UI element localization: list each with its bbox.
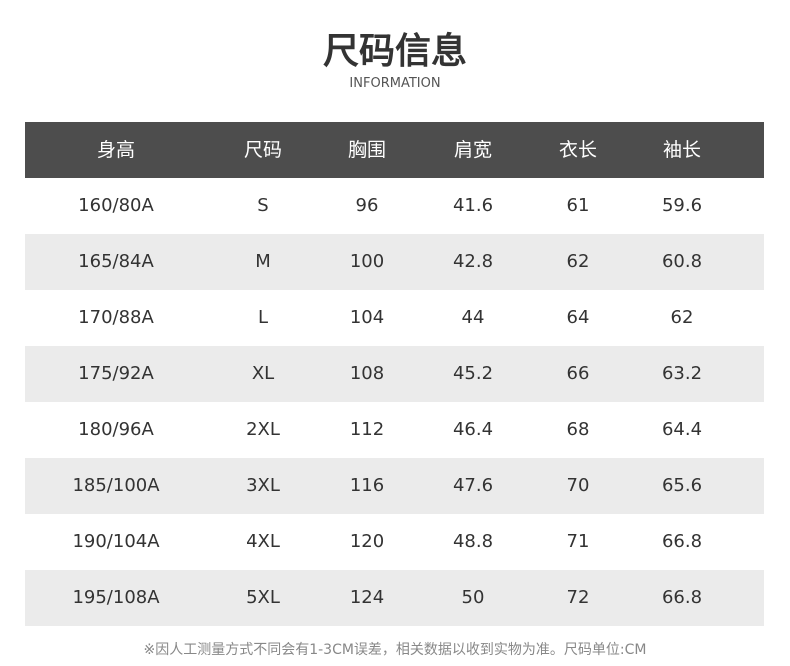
table-cell: 2XL (246, 419, 280, 440)
table-cell: 190/104A (72, 531, 160, 552)
table-cell: 3XL (246, 475, 280, 496)
table-cell: 62 (566, 251, 590, 272)
footer-note: ※因人工测量方式不同会有1-3CM误差，相关数据以收到实物为准。尺码单位:CM (143, 642, 647, 658)
table-cell: 5XL (246, 587, 280, 608)
table-cell: XL (251, 363, 275, 384)
table-cell: 63.2 (661, 363, 703, 384)
table-cell: 41.6 (452, 195, 494, 216)
table-cell: 46.4 (452, 419, 494, 440)
table-cell: 100 (349, 251, 385, 272)
table-cell: 160/80A (78, 195, 154, 216)
table-cell: 71 (566, 531, 590, 552)
column-header: 胸围 (347, 139, 386, 161)
table-header: 身高 尺码 胸围 肩宽 衣长 袖长 (25, 122, 764, 178)
table-cell: 48.8 (452, 531, 494, 552)
table-cell: 64 (566, 307, 590, 328)
table-cell: 70 (566, 475, 590, 496)
table-cell: 195/108A (72, 587, 160, 608)
table-cell: 180/96A (78, 419, 154, 440)
table-cell: 116 (349, 475, 385, 496)
table-cell: 61 (566, 195, 590, 216)
table-cell: 96 (355, 195, 379, 216)
table-row: 180/96A 2XL 112 46.4 68 64.4 (25, 402, 764, 458)
table-row: 185/100A 3XL 116 47.6 70 65.6 (25, 458, 764, 514)
subtitle: INFORMATION (349, 76, 441, 91)
table-cell: 4XL (246, 531, 280, 552)
table-row: 190/104A 4XL 120 48.8 71 66.8 (25, 514, 764, 570)
table-cell: 64.4 (661, 419, 703, 440)
table-row: 195/108A 5XL 124 50 72 66.8 (25, 570, 764, 626)
table-cell: L (257, 307, 269, 328)
table-cell: 42.8 (452, 251, 494, 272)
table-cell: 60.8 (661, 251, 703, 272)
column-header: 袖长 (662, 139, 701, 161)
table-cell: 66.8 (661, 587, 703, 608)
title: 尺码信息 (322, 31, 467, 72)
table-row: 170/88A L 104 44 64 62 (25, 290, 764, 346)
table-cell: 45.2 (452, 363, 494, 384)
table-cell: 66.8 (661, 531, 703, 552)
table-cell: 59.6 (661, 195, 703, 216)
table-cell: 185/100A (72, 475, 160, 496)
table-cell: 72 (566, 587, 590, 608)
table-cell: 120 (349, 531, 385, 552)
table-cell: 104 (349, 307, 385, 328)
table-row: 165/84A M 100 42.8 62 60.8 (25, 234, 764, 290)
table-cell: 65.6 (661, 475, 703, 496)
column-header: 身高 (96, 139, 135, 161)
table-cell: 62 (670, 307, 694, 328)
table-cell: 68 (566, 419, 590, 440)
table-cell: S (257, 195, 269, 216)
table-row: 160/80A S 96 41.6 61 59.6 (25, 178, 764, 234)
table-cell: 66 (566, 363, 590, 384)
table-cell: 112 (349, 419, 385, 440)
table-cell: 47.6 (452, 475, 494, 496)
table-cell: 108 (349, 363, 385, 384)
table-cell: 170/88A (78, 307, 154, 328)
table-cell: 44 (461, 307, 485, 328)
column-header: 尺码 (243, 139, 282, 161)
table-row: 175/92A XL 108 45.2 66 63.2 (25, 346, 764, 402)
table-cell: 175/92A (78, 363, 154, 384)
table-cell: M (255, 251, 271, 272)
table-cell: 50 (461, 587, 485, 608)
table-cell: 124 (349, 587, 385, 608)
table-cell: 165/84A (78, 251, 154, 272)
column-header: 肩宽 (453, 139, 492, 161)
column-header: 衣长 (558, 139, 597, 161)
